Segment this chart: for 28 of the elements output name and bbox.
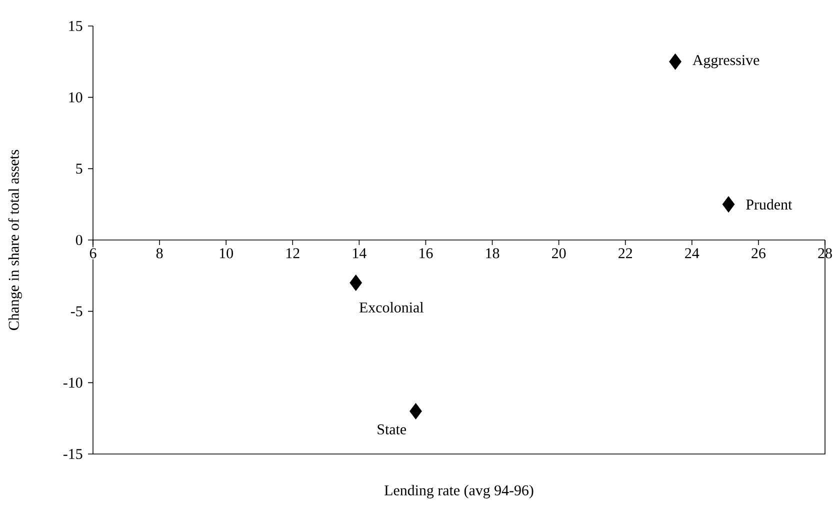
point	[410, 403, 422, 420]
x-tick-label: 16	[420, 248, 433, 258]
x-axis-title: Lending rate (avg 94-96)	[384, 484, 534, 498]
y-tick-label: -10	[63, 378, 82, 388]
x-tick-label: 24	[685, 248, 700, 258]
y-tick-label: 10	[69, 92, 82, 102]
annotation: State	[378, 424, 406, 434]
x-tick-label: 10	[220, 248, 233, 258]
x-tick-label: 18	[486, 248, 500, 258]
annotation: Excolonial	[359, 302, 424, 312]
y-tick-label: 15	[69, 21, 82, 31]
x-tick-label: 12	[286, 248, 300, 258]
point	[669, 53, 682, 70]
y-tick-label: 0	[76, 234, 82, 246]
x-tick-label: 20	[552, 248, 566, 258]
x-tick-label: 14	[353, 248, 366, 258]
x-tick-label: 22	[618, 248, 632, 258]
y-tick-label: -15	[63, 449, 82, 459]
y-axis-title: Change in share of total assets	[8, 150, 22, 330]
annotation: Aggressive	[692, 55, 760, 68]
y-tick-label: 5	[76, 164, 82, 174]
x-tick-label: 8	[156, 248, 163, 258]
annotation: Prudent	[746, 199, 792, 210]
x-tick-label: 6	[90, 248, 96, 258]
point	[722, 196, 735, 213]
point	[350, 274, 362, 291]
x-tick-label: 26	[752, 248, 766, 258]
y-tick-label: -5	[70, 306, 82, 316]
